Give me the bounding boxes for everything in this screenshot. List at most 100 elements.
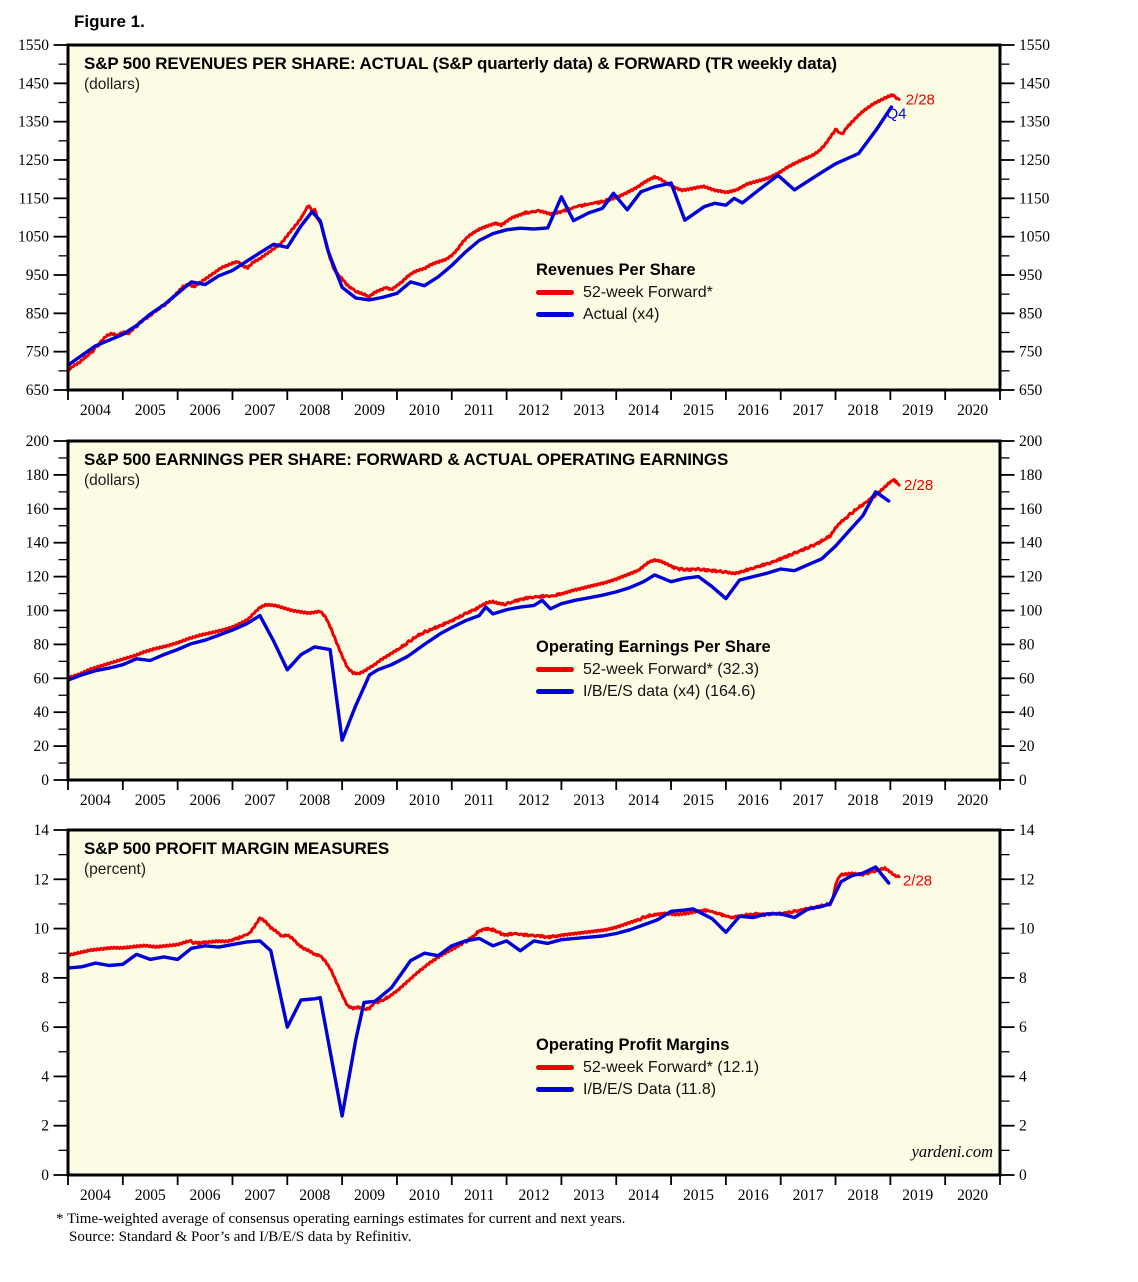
annotation-Q4: Q4 [887, 106, 907, 123]
legend-label: 52-week Forward* (32.3) [583, 660, 760, 678]
x-axis-label: 2007 [244, 402, 275, 419]
x-axis-label: 2006 [190, 402, 221, 419]
y-axis-label-left: 6 [41, 1019, 49, 1036]
y-axis-label-right: 1050 [1019, 229, 1050, 246]
x-axis-label: 2005 [135, 792, 166, 809]
x-axis-label: 2011 [464, 402, 494, 419]
y-axis-label-right: 10 [1019, 921, 1035, 938]
y-axis-label-left: 4 [41, 1068, 49, 1085]
y-axis-label-left: 0 [41, 772, 49, 789]
y-axis-label-left: 1550 [18, 37, 49, 54]
x-axis-label: 2015 [683, 792, 714, 809]
y-axis-label-right: 1350 [1019, 114, 1050, 131]
x-axis-label: 2018 [847, 1187, 878, 1204]
margins-chart: 0 0 2 2 4 4 6 6 8 8 10 10 12 12 14 14 2004 2005 2006 2007 20… [34, 822, 1035, 1204]
x-axis-label: 2013 [573, 792, 604, 809]
y-axis-label-right: 140 [1019, 535, 1043, 552]
plot-area [68, 830, 1000, 1175]
x-axis-label: 2008 [299, 402, 330, 419]
y-axis-label-right: 950 [1019, 267, 1043, 284]
x-axis-label: 2008 [299, 1187, 330, 1204]
legend-label: I/B/E/S Data (11.8) [583, 1080, 717, 1098]
x-axis-label: 2010 [409, 1187, 440, 1204]
y-axis-label-right: 160 [1019, 501, 1043, 518]
y-axis-label-left: 850 [26, 305, 50, 322]
y-axis-label-left: 20 [34, 738, 50, 755]
y-axis-label-left: 140 [26, 535, 50, 552]
earnings-chart-title: S&P 500 EARNINGS PER SHARE: FORWARD & AC… [84, 450, 729, 469]
y-axis-label-right: 120 [1019, 569, 1043, 586]
y-axis-label-right: 1450 [1019, 75, 1050, 92]
x-axis-label: 2017 [793, 792, 824, 809]
revenues-legend: Revenues Per Share 52-week Forward* Actu… [536, 262, 713, 323]
x-axis-label: 2012 [519, 1187, 550, 1204]
legend-item: I/B/E/S data (x4) (164.6) [536, 683, 771, 700]
plot-area [68, 45, 1000, 390]
y-axis-label-left: 8 [41, 970, 49, 987]
x-axis-label: 2004 [80, 402, 111, 419]
x-axis-label: 2007 [244, 1187, 275, 1204]
footnote-line-1: * Time-weighted average of consensus ope… [56, 1211, 626, 1227]
y-axis-label-right: 0 [1019, 1167, 1027, 1184]
y-axis-label-right: 1550 [1019, 37, 1050, 54]
margins-chart-title: S&P 500 PROFIT MARGIN MEASURES [84, 839, 390, 858]
y-axis-label-left: 0 [41, 1167, 49, 1184]
plot-area [68, 441, 1000, 780]
y-axis-label-left: 650 [26, 382, 50, 399]
y-axis-label-right: 200 [1019, 433, 1043, 450]
y-axis-label-left: 12 [34, 871, 50, 888]
yardeni-credit: yardeni.com [911, 1142, 993, 1161]
x-axis-label: 2011 [464, 792, 494, 809]
y-axis-label-right: 4 [1019, 1068, 1027, 1085]
y-axis-label-left: 10 [34, 921, 50, 938]
x-axis-label: 2020 [957, 792, 988, 809]
x-axis-label: 2009 [354, 1187, 385, 1204]
y-axis-label-left: 120 [26, 569, 50, 586]
legend-item: 52-week Forward* (32.3) [536, 660, 771, 678]
y-axis-label-right: 12 [1019, 871, 1035, 888]
y-axis-label-right: 6 [1019, 1019, 1027, 1036]
footnote-source: Source: Standard & Poor’s and I/B/E/S da… [69, 1229, 412, 1245]
legend-label: 52-week Forward* [583, 283, 713, 301]
earnings-legend: Operating Earnings Per Share 52-week For… [536, 639, 771, 700]
x-axis-label: 2018 [847, 792, 878, 809]
earnings-chart-subtitle: (dollars) [84, 472, 140, 489]
y-axis-label-left: 1350 [18, 114, 49, 131]
y-axis-label-left: 1450 [18, 75, 49, 92]
x-axis-label: 2017 [793, 402, 824, 419]
figure-label: Figure 1. [74, 12, 145, 31]
y-axis-label-left: 950 [26, 267, 50, 284]
margins-chart-subtitle: (percent) [84, 861, 147, 878]
x-axis-label: 2015 [683, 402, 714, 419]
legend-title: Revenues Per Share [536, 261, 696, 279]
revenues-chart-subtitle: (dollars) [84, 76, 140, 93]
x-axis-label: 2006 [190, 1187, 221, 1204]
x-axis-label: 2011 [464, 1187, 494, 1204]
y-axis-label-right: 100 [1019, 603, 1043, 620]
y-axis-label-left: 200 [26, 433, 50, 450]
x-axis-label: 2019 [902, 402, 933, 419]
y-axis-label-left: 80 [34, 636, 50, 653]
y-axis-label-left: 40 [34, 704, 50, 721]
footnote: * Time-weighted average of consensus ope… [56, 1210, 625, 1246]
y-axis-label-right: 180 [1019, 467, 1043, 484]
x-axis-label: 2018 [847, 402, 878, 419]
legend-label: Actual (x4) [583, 305, 660, 323]
y-axis-label-left: 60 [34, 670, 50, 687]
legend-label: 52-week Forward* (12.1) [583, 1058, 760, 1076]
forward-line-swatch [536, 667, 574, 672]
plot-border [66, 828, 1002, 1177]
ibes-line-swatch [536, 689, 574, 694]
y-axis-label-right: 850 [1019, 305, 1043, 322]
x-axis-label: 2014 [628, 1187, 659, 1204]
y-axis-label-right: 60 [1019, 670, 1035, 687]
y-axis-label-right: 20 [1019, 738, 1035, 755]
x-axis-label: 2016 [738, 792, 769, 809]
y-axis-label-left: 1150 [19, 190, 50, 207]
plot-border [66, 43, 1002, 392]
x-axis-label: 2014 [628, 792, 659, 809]
margins-legend: Operating Profit Margins 52-week Forward… [536, 1037, 759, 1098]
annotation-2/28: 2/28 [903, 873, 932, 890]
